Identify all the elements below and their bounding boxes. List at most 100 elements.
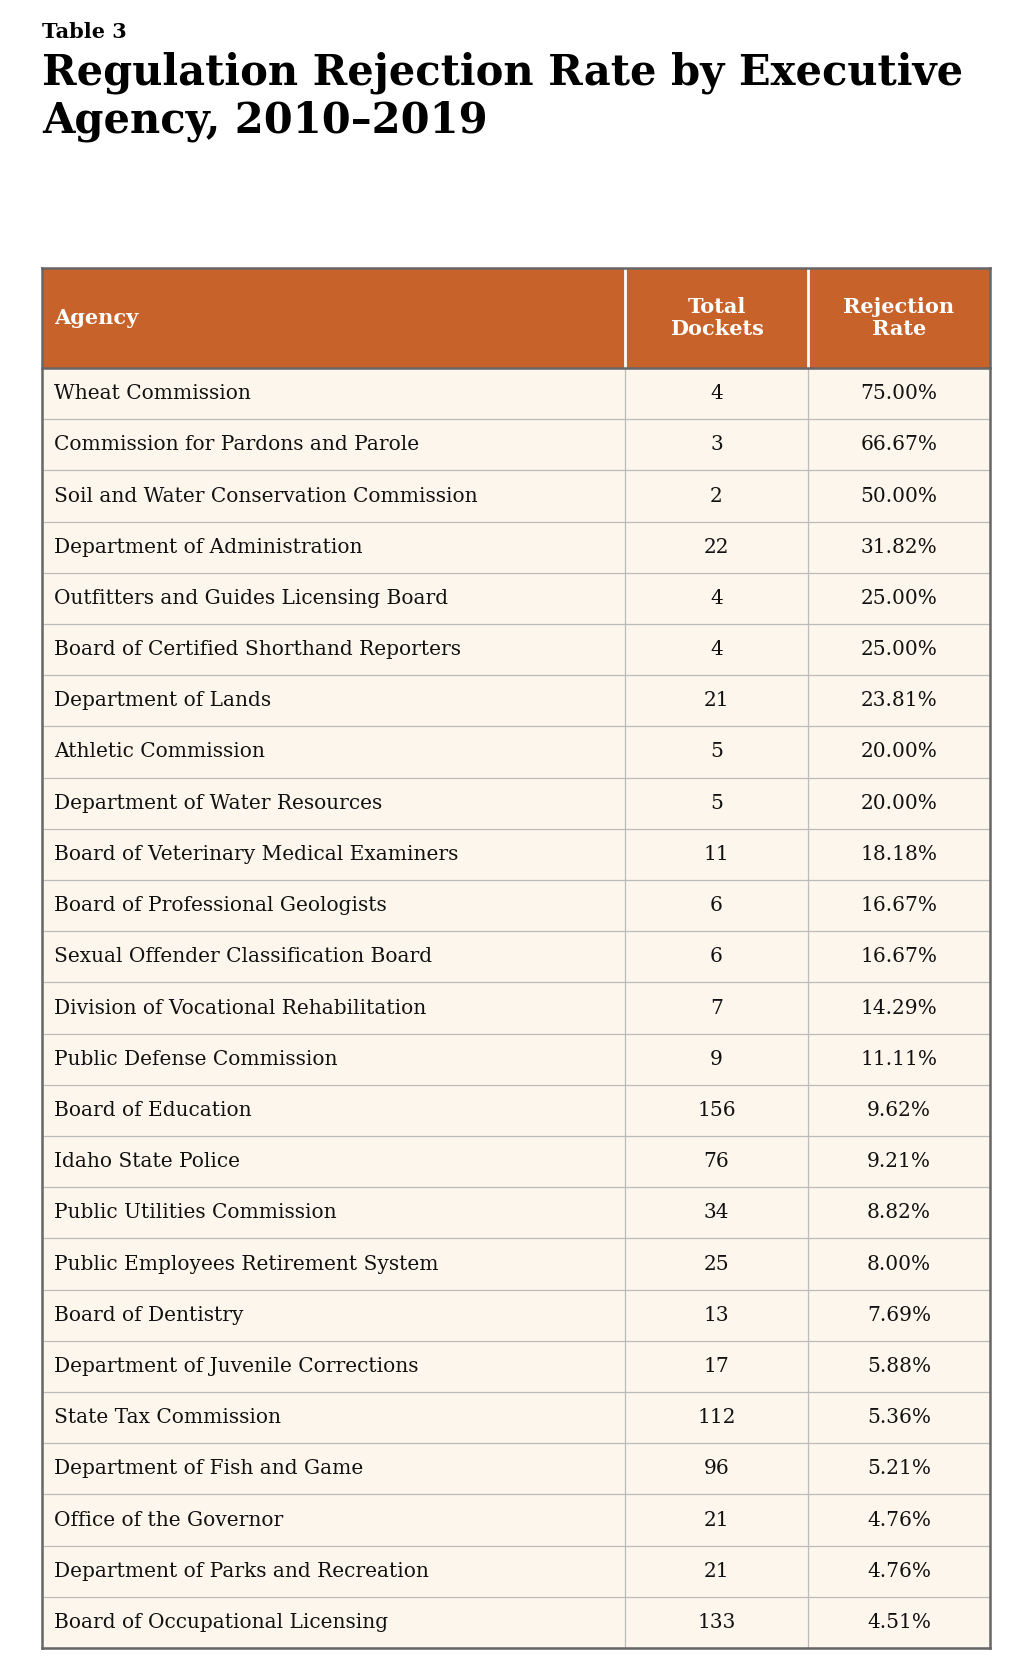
- Bar: [42, 1238, 990, 1290]
- Text: Department of Juvenile Corrections: Department of Juvenile Corrections: [54, 1356, 418, 1376]
- Bar: [42, 419, 990, 471]
- Text: 11.11%: 11.11%: [860, 1050, 938, 1068]
- Bar: [42, 1393, 990, 1443]
- Text: 8.00%: 8.00%: [867, 1255, 931, 1273]
- Text: 8.82%: 8.82%: [867, 1203, 931, 1223]
- Text: 34: 34: [704, 1203, 729, 1223]
- Bar: [42, 1186, 990, 1238]
- Text: 9.21%: 9.21%: [867, 1151, 931, 1171]
- Bar: [42, 727, 990, 777]
- Text: 18.18%: 18.18%: [860, 845, 938, 864]
- Text: 20.00%: 20.00%: [860, 794, 938, 812]
- Text: Department of Fish and Game: Department of Fish and Game: [54, 1459, 364, 1478]
- Text: 2: 2: [710, 486, 723, 506]
- Text: 17: 17: [703, 1356, 730, 1376]
- Text: Board of Education: Board of Education: [54, 1102, 252, 1120]
- Text: Outfitters and Guides Licensing Board: Outfitters and Guides Licensing Board: [54, 589, 448, 607]
- Text: 5.36%: 5.36%: [867, 1408, 931, 1428]
- Bar: [42, 268, 990, 368]
- Text: Regulation Rejection Rate by Executive
Agency, 2010–2019: Regulation Rejection Rate by Executive A…: [42, 52, 963, 141]
- Text: Public Utilities Commission: Public Utilities Commission: [54, 1203, 337, 1223]
- Text: 4.76%: 4.76%: [867, 1562, 931, 1581]
- Text: Department of Parks and Recreation: Department of Parks and Recreation: [54, 1562, 430, 1581]
- Text: Division of Vocational Rehabilitation: Division of Vocational Rehabilitation: [54, 998, 427, 1017]
- Bar: [42, 829, 990, 880]
- Text: Department of Lands: Department of Lands: [54, 691, 271, 711]
- Bar: [42, 777, 990, 829]
- Text: Public Defense Commission: Public Defense Commission: [54, 1050, 338, 1068]
- Text: Sexual Offender Classification Board: Sexual Offender Classification Board: [54, 947, 433, 967]
- Text: 21: 21: [704, 1511, 729, 1529]
- Bar: [42, 521, 990, 572]
- Text: 4: 4: [710, 384, 723, 403]
- Text: 23.81%: 23.81%: [860, 691, 938, 711]
- Bar: [42, 1033, 990, 1085]
- Bar: [42, 1137, 990, 1186]
- Text: Wheat Commission: Wheat Commission: [54, 384, 251, 403]
- Text: 76: 76: [703, 1151, 730, 1171]
- Text: Athletic Commission: Athletic Commission: [54, 742, 265, 762]
- Text: 21: 21: [704, 691, 729, 711]
- Bar: [42, 1341, 990, 1393]
- Text: Soil and Water Conservation Commission: Soil and Water Conservation Commission: [54, 486, 478, 506]
- Text: 25.00%: 25.00%: [860, 641, 938, 659]
- Text: 6: 6: [710, 947, 723, 967]
- Text: Department of Administration: Department of Administration: [54, 537, 363, 557]
- Text: 20.00%: 20.00%: [860, 742, 938, 762]
- Bar: [42, 1290, 990, 1341]
- Text: 112: 112: [697, 1408, 736, 1428]
- Text: 5.21%: 5.21%: [867, 1459, 931, 1478]
- Text: Idaho State Police: Idaho State Police: [54, 1151, 241, 1171]
- Bar: [42, 368, 990, 419]
- Text: 25.00%: 25.00%: [860, 589, 938, 607]
- Text: 9: 9: [710, 1050, 723, 1068]
- Text: 7: 7: [710, 998, 723, 1017]
- Bar: [42, 1546, 990, 1597]
- Text: 22: 22: [704, 537, 729, 557]
- Text: 31.82%: 31.82%: [860, 537, 938, 557]
- Text: Rejection
Rate: Rejection Rate: [843, 298, 955, 339]
- Bar: [42, 1085, 990, 1137]
- Text: Board of Dentistry: Board of Dentistry: [54, 1306, 244, 1325]
- Bar: [42, 932, 990, 982]
- Text: 5.88%: 5.88%: [867, 1356, 931, 1376]
- Text: 50.00%: 50.00%: [860, 486, 938, 506]
- Bar: [42, 982, 990, 1033]
- Text: Board of Certified Shorthand Reporters: Board of Certified Shorthand Reporters: [54, 641, 462, 659]
- Text: 4.76%: 4.76%: [867, 1511, 931, 1529]
- Text: Department of Water Resources: Department of Water Resources: [54, 794, 382, 812]
- Bar: [42, 1597, 990, 1647]
- Bar: [42, 1494, 990, 1546]
- Text: Commission for Pardons and Parole: Commission for Pardons and Parole: [54, 436, 419, 454]
- Text: 3: 3: [710, 436, 723, 454]
- Bar: [42, 676, 990, 727]
- Bar: [42, 880, 990, 932]
- Bar: [42, 572, 990, 624]
- Text: Total
Dockets: Total Dockets: [669, 298, 764, 339]
- Bar: [42, 471, 990, 521]
- Text: 4.51%: 4.51%: [867, 1612, 931, 1632]
- Text: 16.67%: 16.67%: [860, 947, 938, 967]
- Text: 156: 156: [697, 1102, 736, 1120]
- Text: Board of Veterinary Medical Examiners: Board of Veterinary Medical Examiners: [54, 845, 458, 864]
- Text: Agency: Agency: [54, 308, 139, 328]
- Bar: [42, 624, 990, 676]
- Text: 25: 25: [704, 1255, 729, 1273]
- Text: 66.67%: 66.67%: [860, 436, 938, 454]
- Text: 4: 4: [710, 589, 723, 607]
- Text: 4: 4: [710, 641, 723, 659]
- Text: 21: 21: [704, 1562, 729, 1581]
- Text: 13: 13: [704, 1306, 729, 1325]
- Text: Board of Occupational Licensing: Board of Occupational Licensing: [54, 1612, 389, 1632]
- Text: Table 3: Table 3: [42, 22, 126, 42]
- Bar: [42, 1443, 990, 1494]
- Text: 133: 133: [697, 1612, 736, 1632]
- Text: Board of Professional Geologists: Board of Professional Geologists: [54, 897, 388, 915]
- Text: 11: 11: [703, 845, 730, 864]
- Text: 96: 96: [703, 1459, 730, 1478]
- Text: 6: 6: [710, 897, 723, 915]
- Text: State Tax Commission: State Tax Commission: [54, 1408, 282, 1428]
- Text: 5: 5: [710, 794, 723, 812]
- Text: 75.00%: 75.00%: [860, 384, 938, 403]
- Text: Public Employees Retirement System: Public Employees Retirement System: [54, 1255, 439, 1273]
